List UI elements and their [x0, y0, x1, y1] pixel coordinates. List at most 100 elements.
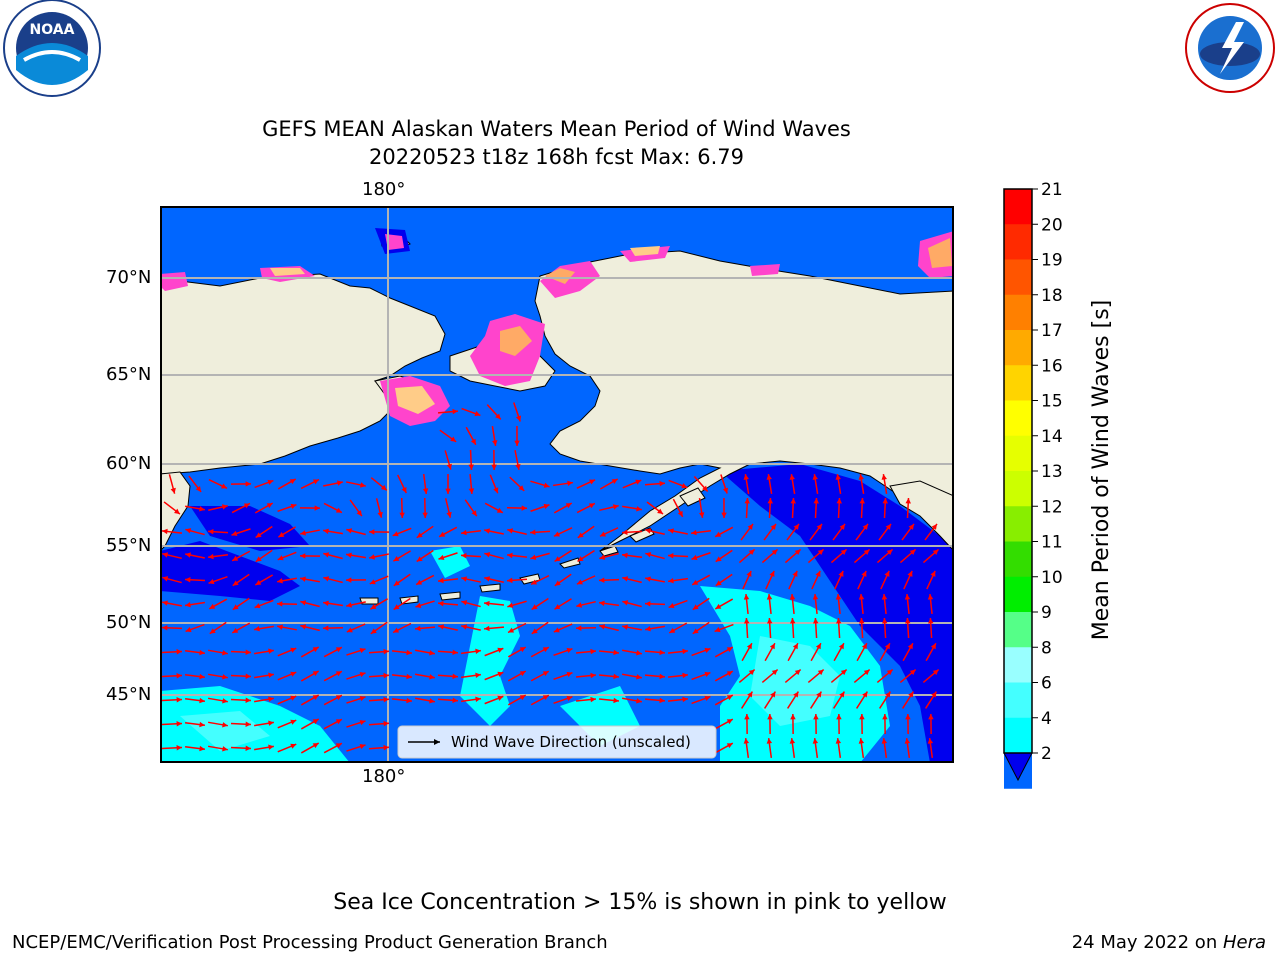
wind-wave-arrowhead — [346, 577, 352, 583]
colorbar-tick-label: 10 — [1041, 568, 1063, 588]
wind-wave-arrowhead — [415, 602, 422, 608]
wind-wave-arrowhead — [176, 745, 182, 751]
wind-wave-arrowhead — [885, 691, 891, 698]
wind-wave-arrowhead — [836, 498, 842, 504]
wind-wave-arrowhead — [245, 649, 251, 655]
wind-wave-arrowhead — [599, 624, 606, 630]
wind-wave-arrowhead — [346, 528, 353, 534]
wind-wave-arrowhead — [645, 626, 651, 632]
wind-wave-arrowhead — [199, 649, 205, 656]
wind-wave-arrowhead — [323, 600, 329, 607]
wind-wave-arrowhead — [507, 528, 514, 534]
wind-wave-arrowhead — [554, 604, 561, 610]
wind-wave-arrowhead — [245, 721, 251, 727]
wind-wave-arrowhead — [185, 552, 191, 558]
wind-wave-arrowhead — [530, 554, 537, 560]
wind-wave-arrowhead — [812, 474, 818, 480]
wind-wave-arrowhead — [590, 648, 596, 655]
wind-wave-arrowhead — [815, 570, 821, 577]
wind-wave-arrowhead — [816, 523, 822, 530]
wind-wave-arrowhead — [406, 649, 412, 656]
wind-wave-arrowhead — [691, 554, 698, 561]
wind-wave-arrowhead — [858, 594, 865, 600]
wind-wave-arrowhead — [554, 580, 561, 586]
wind-wave-arrowhead — [474, 411, 481, 417]
wind-wave-arrowhead — [232, 555, 239, 561]
wind-wave-arrowhead — [401, 487, 407, 494]
wind-wave-arrowhead — [905, 618, 911, 624]
wind-wave-arrowhead — [422, 488, 429, 494]
wind-wave-arrowhead — [636, 650, 642, 656]
wind-wave-arrowhead — [767, 498, 773, 504]
wind-wave-arrowhead — [748, 549, 755, 556]
colorbar-segment — [1004, 330, 1032, 366]
wind-wave-arrowhead — [337, 480, 343, 486]
wind-wave-arrowhead — [576, 579, 583, 585]
wind-wave-arrowhead — [495, 413, 501, 420]
wind-wave-arrowhead — [882, 618, 888, 624]
wind-wave-arrowhead — [622, 600, 629, 606]
colorbar-tick-label: 9 — [1041, 603, 1052, 623]
wind-wave-arrowhead — [812, 738, 819, 744]
wind-wave-arrowhead — [704, 647, 711, 653]
wind-wave-arrowhead — [909, 549, 916, 556]
wind-wave-arrowhead — [346, 627, 353, 633]
wind-wave-arrowhead — [452, 673, 458, 680]
wind-wave-arrowhead — [886, 669, 893, 676]
wind-wave-arrowhead — [836, 618, 842, 624]
wind-wave-arrowhead — [475, 696, 481, 703]
wind-wave-arrowhead — [199, 673, 205, 680]
wind-wave-arrowhead — [659, 673, 665, 680]
wind-wave-arrowhead — [840, 549, 847, 556]
wind-wave-arrowhead — [817, 669, 824, 676]
wind-wave-arrowhead — [393, 627, 400, 633]
wind-wave-arrowhead — [884, 643, 890, 650]
wind-wave-arrowhead — [461, 529, 467, 536]
wind-wave-arrowhead — [861, 570, 867, 577]
wind-wave-arrowhead — [475, 672, 481, 679]
wind-wave-arrowhead — [406, 673, 412, 680]
wind-wave-arrowhead — [838, 570, 844, 577]
legend-label: Wind Wave Direction (unscaled) — [451, 733, 691, 751]
wind-wave-arrowhead — [335, 671, 342, 677]
wind-wave-arrowhead — [377, 511, 383, 518]
wind-wave-arrowhead — [208, 553, 214, 560]
wind-wave-arrowhead — [881, 474, 887, 480]
wind-wave-arrowhead — [255, 556, 262, 562]
wind-wave-arrowhead — [300, 600, 307, 606]
wind-wave-arrowhead — [199, 697, 205, 704]
colorbar: 21 20 19 18 17 16 15 14 13 12 11 10 9 8 6 4 2 Mean Perio… — [1003, 180, 1114, 789]
wind-wave-arrowhead — [715, 531, 722, 537]
wind-wave-arrowhead — [769, 643, 775, 650]
wind-wave-arrowhead — [312, 647, 319, 653]
wind-wave-arrowhead — [746, 643, 752, 650]
wind-wave-arrowhead — [928, 618, 934, 624]
colorbar-segment — [1004, 647, 1032, 683]
wind-wave-arrowhead — [446, 463, 452, 470]
lon-label-bottom: 180° — [362, 766, 406, 787]
wind-wave-arrowhead — [927, 594, 934, 600]
colorbar-segment — [1004, 294, 1032, 331]
wind-wave-arrowhead — [359, 719, 366, 726]
wind-wave-arrowhead — [611, 479, 618, 485]
wind-wave-arrowhead — [692, 579, 699, 585]
wind-wave-arrowhead — [817, 549, 824, 556]
wind-wave-arrowhead — [681, 483, 688, 489]
wind-wave-arrowhead — [162, 576, 169, 582]
chart-title: GEFS MEAN Alaskan Waters Mean Period of … — [262, 117, 851, 141]
wind-wave-arrowhead — [452, 408, 458, 415]
wind-wave-arrowhead — [613, 673, 619, 680]
wind-wave-arrowhead — [589, 479, 596, 485]
wind-wave-arrowhead — [726, 695, 733, 701]
wind-wave-arrowhead — [415, 625, 421, 632]
wind-wave-arrowhead — [770, 523, 776, 530]
wind-wave-arrowhead — [300, 576, 306, 582]
wind-wave-arrowhead — [515, 415, 522, 422]
colorbar-tick-label: 15 — [1041, 392, 1063, 412]
wind-wave-arrowhead — [508, 627, 515, 633]
wind-wave-arrowhead — [863, 669, 870, 676]
wind-wave-arrowhead — [835, 474, 841, 480]
wind-wave-arrowhead — [590, 696, 596, 703]
wind-wave-arrowhead — [369, 554, 375, 560]
land-alaska — [534, 250, 954, 552]
